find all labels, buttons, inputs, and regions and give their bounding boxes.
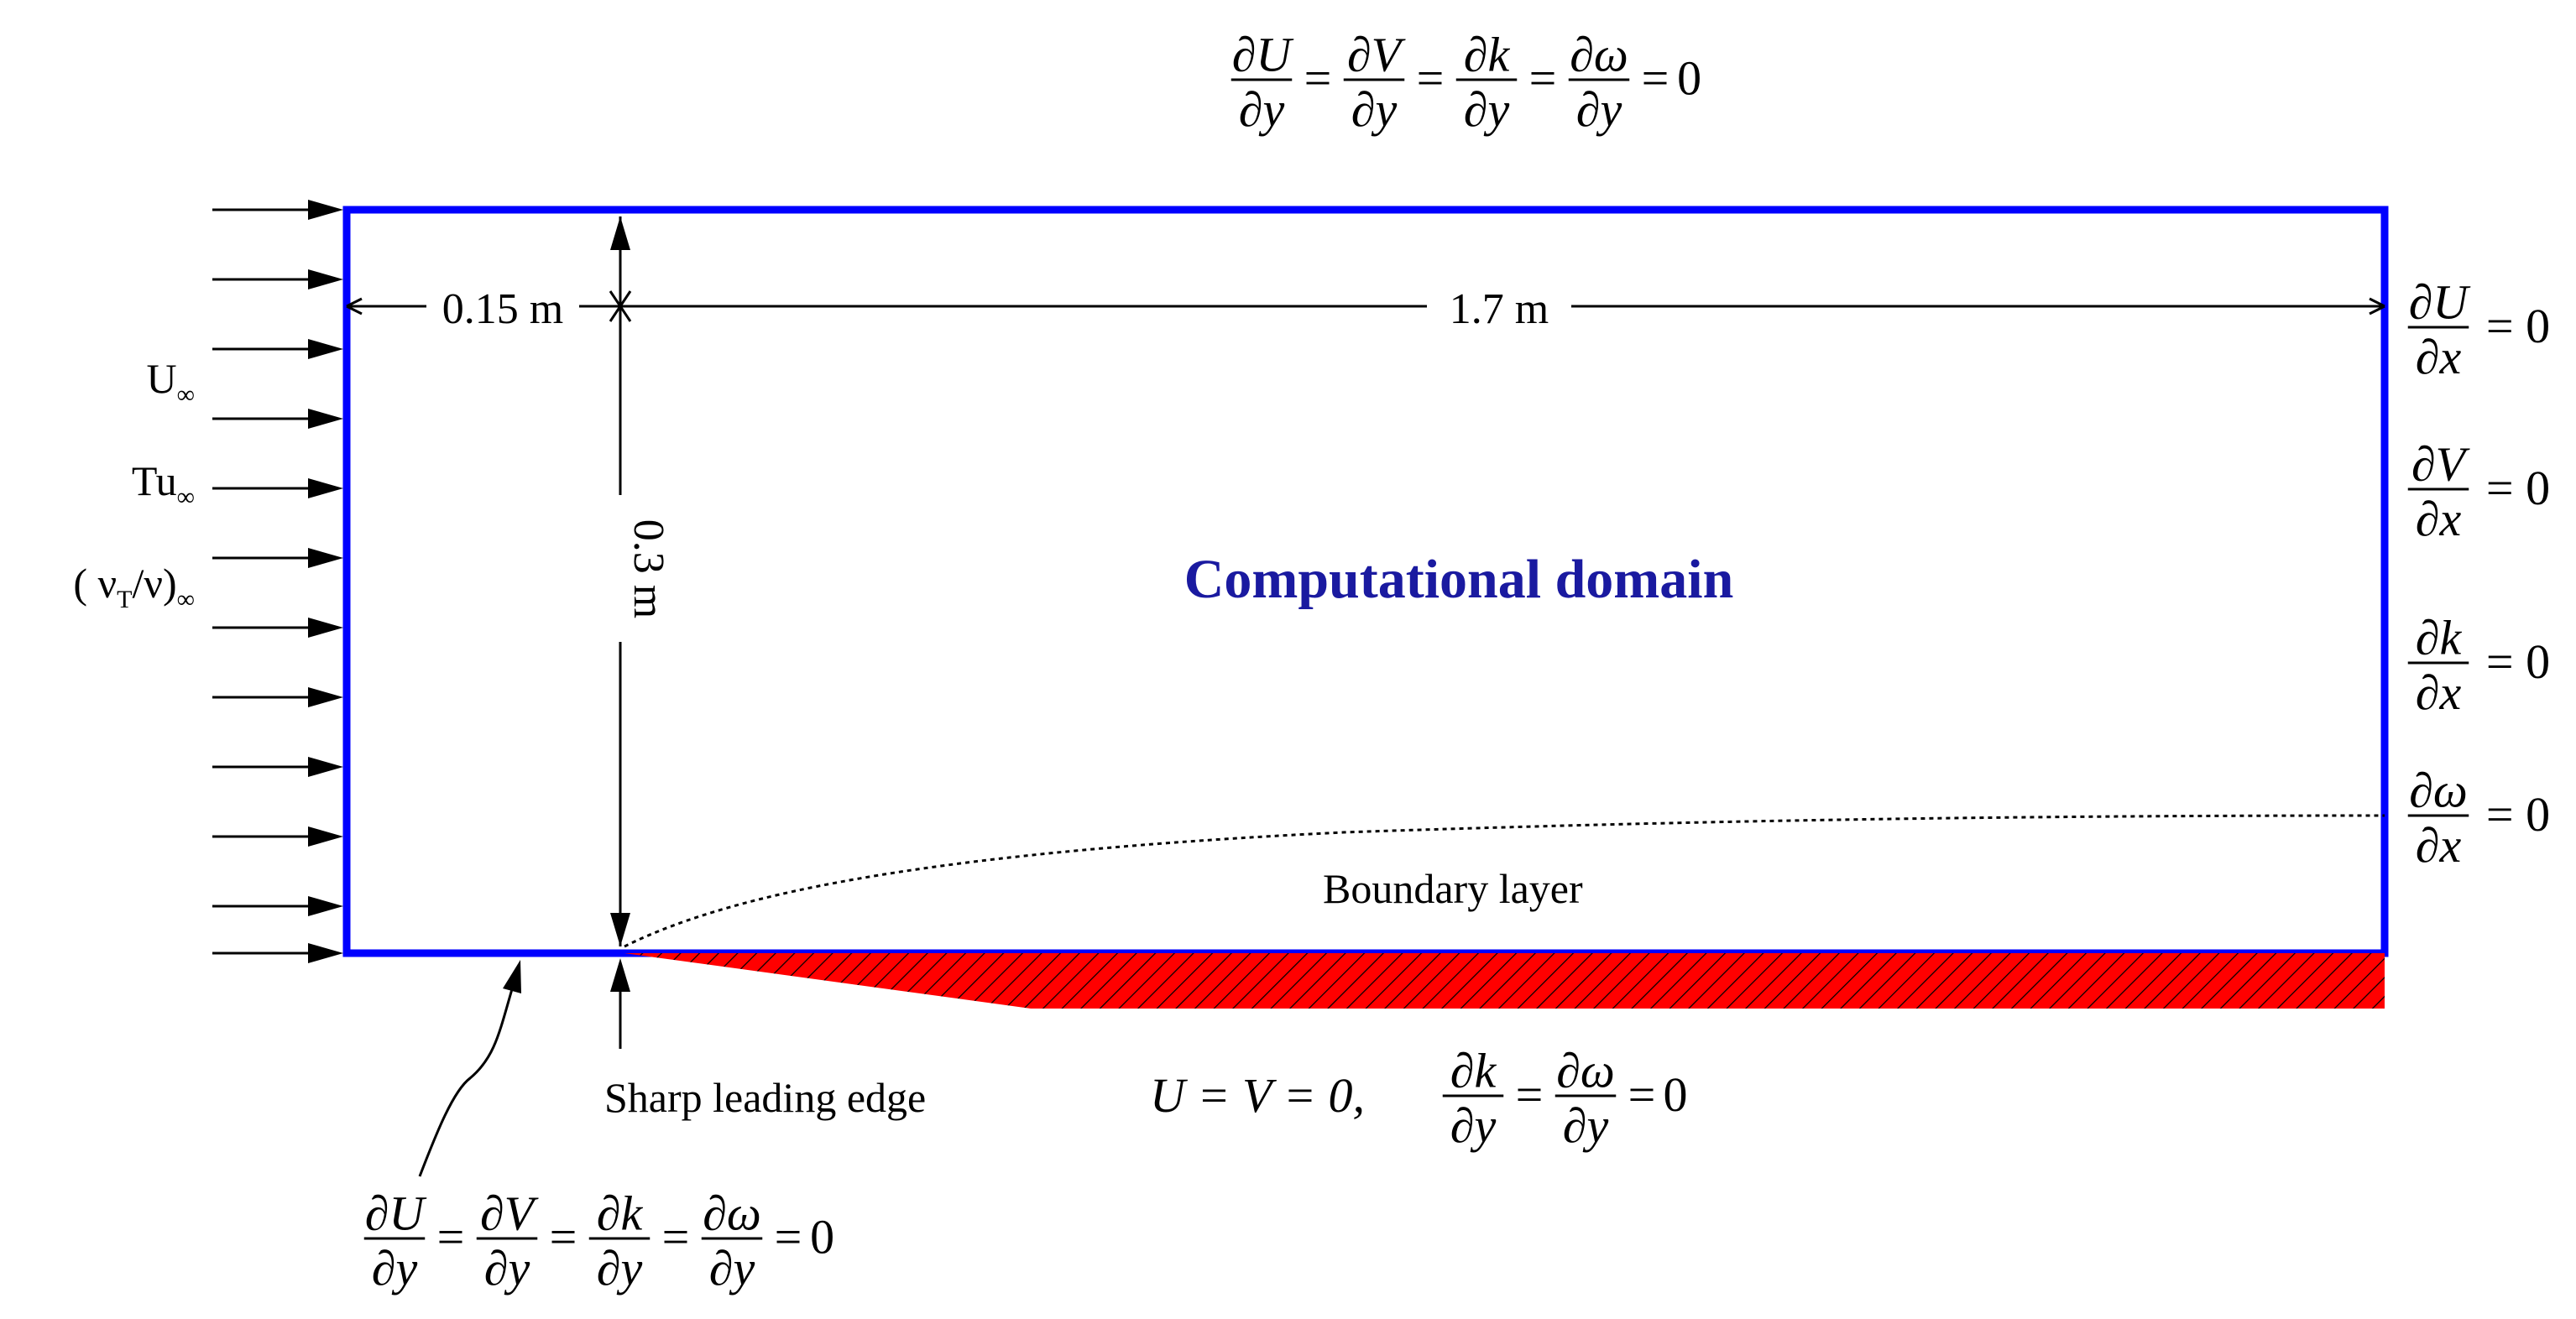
- fraction-numerator: ∂U: [365, 1186, 428, 1241]
- fraction-numerator: ∂V: [1347, 28, 1407, 82]
- equals-zero: = 0: [2486, 787, 2550, 842]
- equals-sign: =: [1516, 1067, 1544, 1122]
- fraction-denominator: ∂y: [1239, 82, 1285, 137]
- outlet-boundary-conditions: ∂U∂x= 0∂V∂x= 0∂k∂x= 0∂ω∂x= 0: [2407, 275, 2550, 873]
- fraction-denominator: ∂y: [372, 1241, 418, 1296]
- plate-length-label: 1.7 m: [1450, 285, 1549, 333]
- inlet-arrow: [212, 943, 343, 963]
- equals-sign: =: [775, 1209, 802, 1264]
- inlet-arrow: [212, 548, 343, 568]
- equals-sign: =: [1304, 50, 1332, 105]
- inlet-arrow: [212, 200, 343, 220]
- fraction-dV-dy: ∂V∂y: [476, 1186, 540, 1296]
- outlet-condition: ∂k∂x = 0: [2407, 611, 2550, 720]
- inlet-arrow: [212, 478, 343, 498]
- equals-zero: = 0: [2486, 299, 2550, 353]
- zero-value: 0: [1664, 1067, 1688, 1122]
- fraction-denominator: ∂y: [1464, 82, 1510, 137]
- fraction-denominator: ∂y: [1576, 82, 1622, 137]
- no-slip-condition: U = V = 0,: [1150, 1068, 1365, 1123]
- fraction-numerator: ∂U: [2409, 275, 2472, 330]
- equals-sign: =: [1529, 50, 1557, 105]
- fraction-numerator: ∂ω: [703, 1186, 761, 1241]
- fraction-numerator: ∂k: [1464, 28, 1511, 82]
- fraction-numerator: ∂ω: [2409, 764, 2468, 818]
- fraction-denominator: ∂y: [1351, 82, 1398, 137]
- inlet-arrow: [212, 896, 343, 916]
- domain-title: Computational domain: [1184, 549, 1734, 610]
- equals-sign: =: [1642, 50, 1669, 105]
- fraction-dω-dy: ∂ω∂y: [701, 1186, 763, 1296]
- equals-sign: =: [1417, 50, 1445, 105]
- fraction-numerator: ∂k: [1450, 1044, 1497, 1098]
- fraction-numerator: ∂ω: [1570, 28, 1628, 82]
- fraction-denominator: ∂x: [2416, 665, 2462, 720]
- outlet-condition: ∂V∂x = 0: [2407, 437, 2550, 546]
- inlet-arrow: [212, 618, 343, 638]
- fraction-numerator: ∂V: [480, 1186, 540, 1241]
- fraction-denominator: ∂x: [2416, 492, 2462, 546]
- equals-sign: =: [1628, 1067, 1656, 1122]
- fraction-dU-dy: ∂U∂y: [363, 1186, 428, 1296]
- fraction-dk-dx: ∂k∂x: [2407, 611, 2469, 720]
- flat-plate: [624, 953, 2385, 1009]
- inlet-arrow: [212, 339, 343, 359]
- equals-sign: =: [550, 1209, 577, 1264]
- inlet-arrow: [212, 409, 343, 429]
- boundary-layer-curve: [624, 814, 2385, 948]
- leading-edge-label: Sharp leading edge: [604, 1074, 926, 1121]
- fraction-dV-dx: ∂V∂x: [2407, 437, 2471, 546]
- fraction-denominator: ∂y: [484, 1241, 530, 1296]
- inlet-arrow: [212, 269, 343, 289]
- fraction-numerator: ∂k: [2416, 611, 2463, 665]
- fraction-dk-dy: ∂k∂y: [1442, 1044, 1504, 1153]
- inlet-arrow: [212, 687, 343, 707]
- zero-value: 0: [1677, 50, 1701, 105]
- equals-sign: =: [437, 1209, 465, 1264]
- top-boundary-condition: ∂U∂y= ∂V∂y= ∂k∂y= ∂ω∂y= 0: [1231, 28, 1701, 137]
- vertical-dimension: [610, 216, 630, 946]
- bottom-boundary-condition: ∂U∂y= ∂V∂y= ∂k∂y= ∂ω∂y= 0: [363, 1186, 834, 1296]
- fraction-dω-dx: ∂ω∂x: [2407, 764, 2469, 873]
- outlet-condition: ∂ω∂x = 0: [2407, 764, 2550, 873]
- horizontal-dimension: [346, 290, 2385, 322]
- fraction-dU-dy: ∂U∂y: [1231, 28, 1295, 137]
- zero-value: 0: [810, 1209, 834, 1264]
- fraction-denominator: ∂y: [709, 1241, 755, 1296]
- fraction-numerator: ∂ω: [1556, 1044, 1615, 1098]
- equals-zero: = 0: [2486, 461, 2550, 515]
- inlet-arrow: [212, 826, 343, 847]
- inlet-viscosity-ratio-label: ( νT/ν)∞: [73, 560, 195, 613]
- fraction-dω-dy: ∂ω∂y: [1568, 28, 1630, 137]
- fraction-dk-dy: ∂k∂y: [1455, 28, 1518, 137]
- inlet-arrows: [212, 200, 343, 963]
- inlet-velocity-label: U∞: [147, 355, 196, 409]
- upstream-length-label: 0.15 m: [442, 285, 563, 333]
- equals-zero: = 0: [2486, 634, 2550, 689]
- leading-edge-arrow: [610, 958, 630, 1049]
- fraction-numerator: ∂U: [1232, 28, 1295, 82]
- fraction-denominator: ∂y: [597, 1241, 643, 1296]
- fraction-numerator: ∂V: [2411, 437, 2471, 492]
- fraction-denominator: ∂y: [1450, 1098, 1497, 1153]
- fraction-dU-dx: ∂U∂x: [2407, 275, 2472, 384]
- wall-boundary-condition: U = V = 0, ∂k∂y= ∂ω∂y= 0: [1150, 1044, 1688, 1154]
- inlet-arrow: [212, 757, 343, 777]
- equals-sign: =: [662, 1209, 690, 1264]
- fraction-dV-dy: ∂V∂y: [1343, 28, 1407, 137]
- fraction-denominator: ∂x: [2416, 330, 2462, 384]
- bottom-symmetry-pointer: [418, 960, 521, 1177]
- inlet-turbulence-label: Tu∞: [132, 457, 195, 511]
- height-label: 0.3 m: [624, 519, 672, 618]
- boundary-layer-label: Boundary layer: [1323, 865, 1583, 912]
- fraction-denominator: ∂y: [1563, 1098, 1609, 1153]
- outlet-condition: ∂U∂x = 0: [2407, 275, 2550, 384]
- fraction-dk-dy: ∂k∂y: [588, 1186, 651, 1296]
- fraction-denominator: ∂x: [2416, 818, 2462, 873]
- fraction-numerator: ∂k: [597, 1186, 644, 1241]
- fraction-dω-dy: ∂ω∂y: [1554, 1044, 1617, 1153]
